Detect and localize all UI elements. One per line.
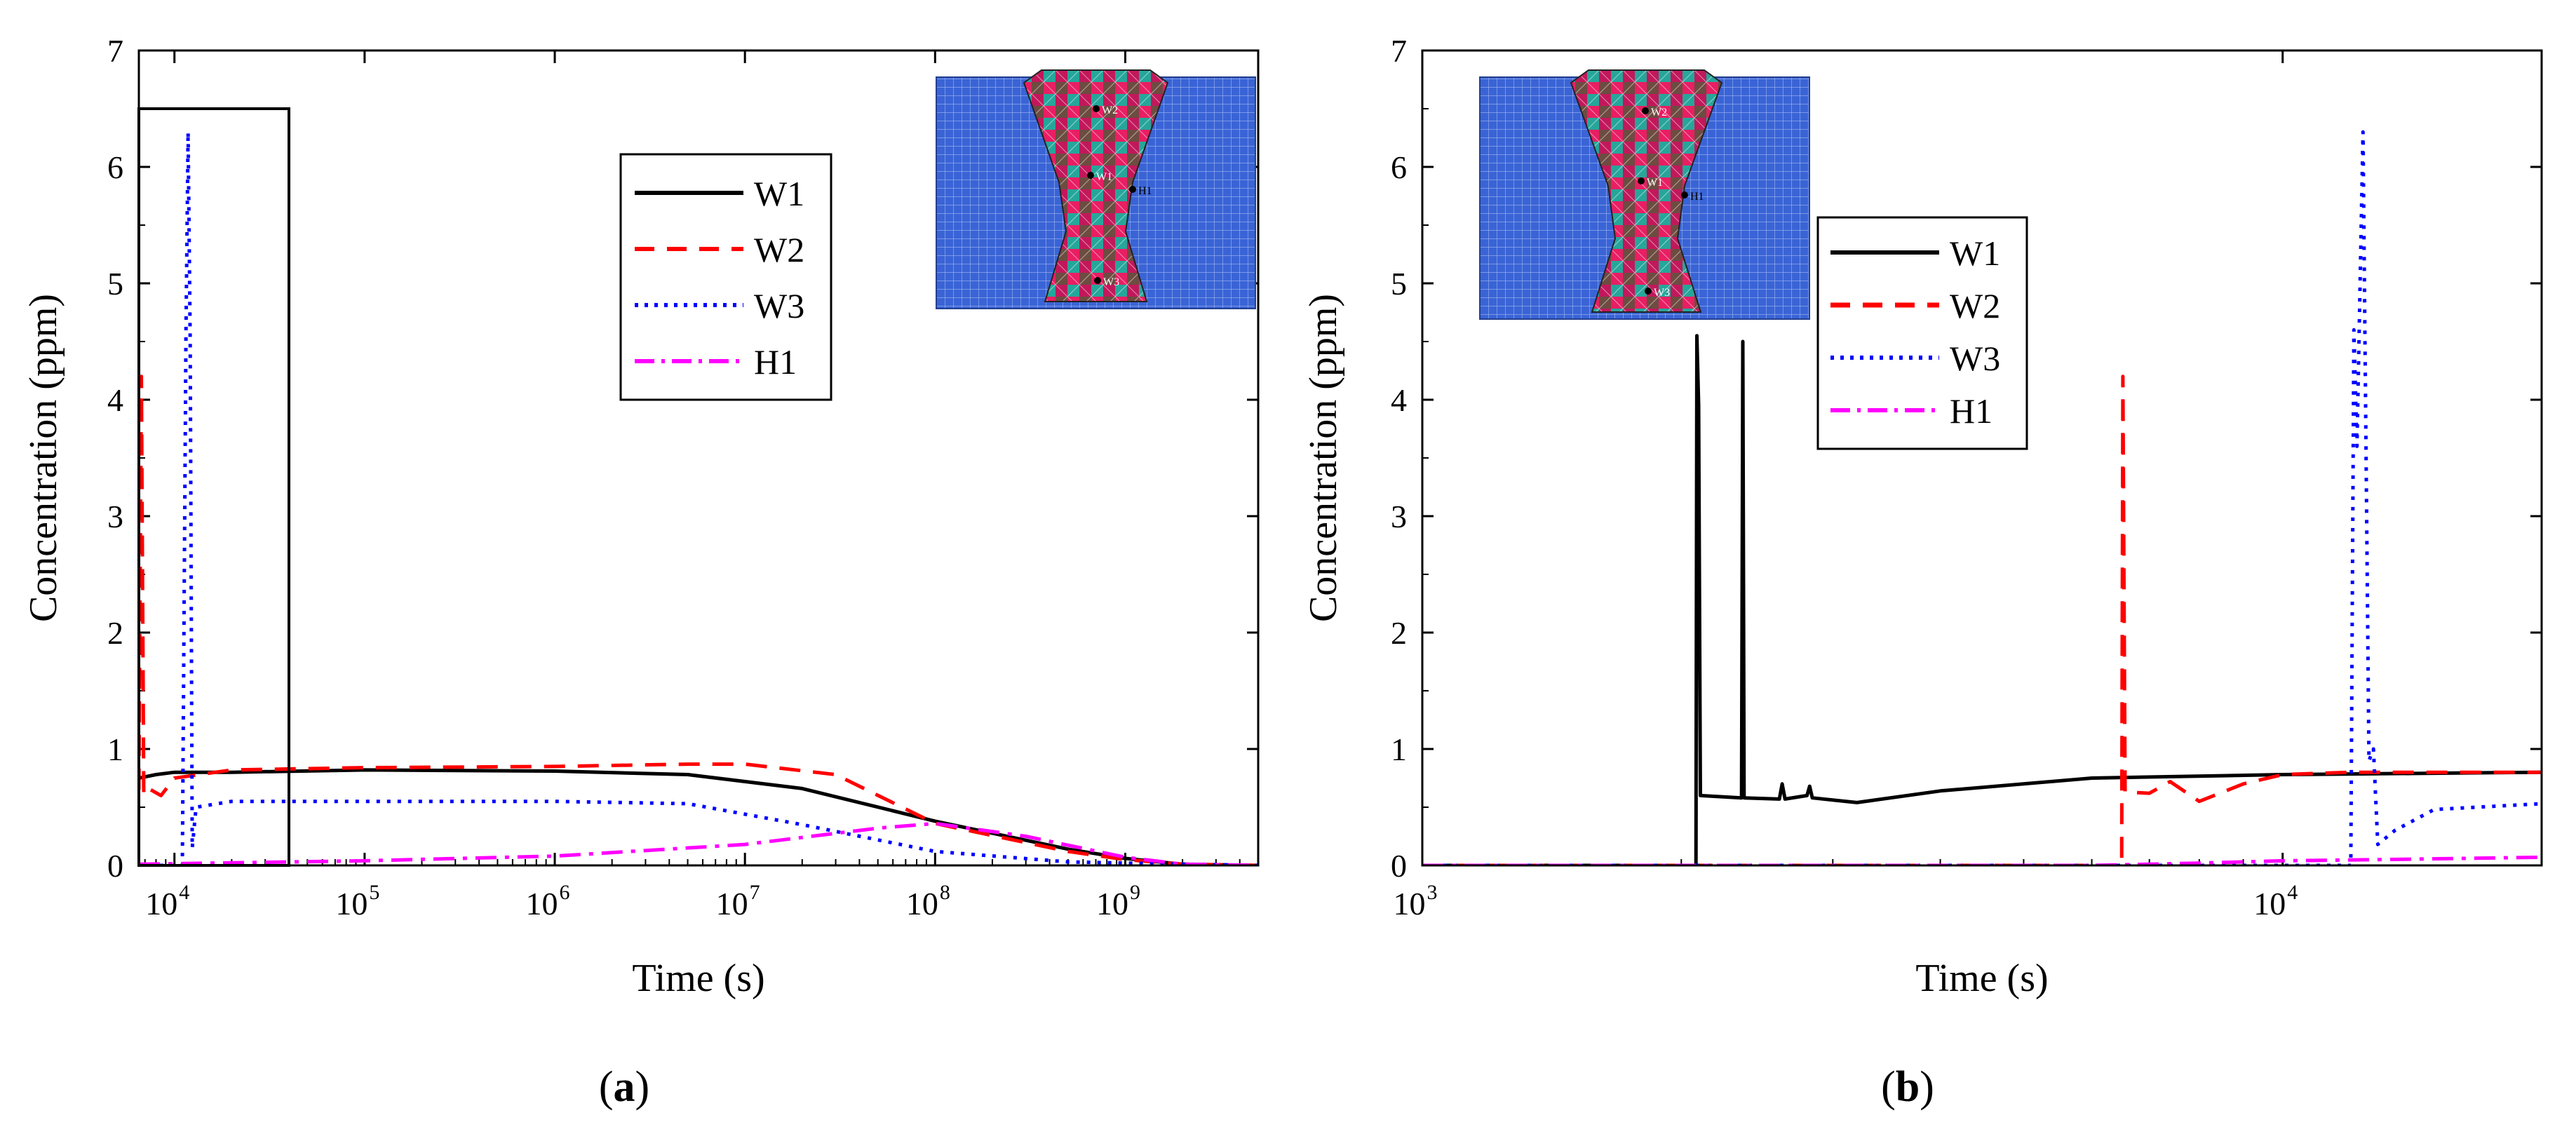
x-tick-label: 109 [1096, 881, 1140, 922]
y-tick-label: 7 [107, 33, 123, 69]
legend-a-label-w1: W1 [754, 174, 804, 213]
y-tick-label: 0 [1391, 848, 1407, 884]
series-layer-b [1422, 130, 2542, 865]
y-tick-label: 7 [1391, 33, 1407, 69]
x-tick-label: 106 [526, 881, 570, 922]
zoom-box-a [137, 107, 290, 867]
y-tick-label: 4 [1391, 382, 1407, 418]
inset-mesh-a: W2 W1 H1 W3 [936, 69, 1256, 309]
legend-b-label-w2: W2 [1950, 286, 2000, 325]
y-tick-label: 3 [107, 499, 123, 534]
panel-b: 0 1 2 3 4 5 6 7 103 104 W2 W1 H1 W3 W1 W2 W3 H1 [1302, 33, 2543, 1111]
svg-text:W2: W2 [1102, 104, 1118, 116]
series-line-w1 [1422, 334, 2542, 865]
legend-b-label-w3: W3 [1950, 339, 2000, 378]
x-tick-label: 108 [906, 881, 950, 922]
y-tick-label: 5 [1391, 266, 1407, 302]
series-layer-a [139, 130, 1258, 865]
legend-b: W1 W2 W3 H1 [1816, 216, 2028, 450]
series-line-w2 [1422, 374, 2542, 865]
y-tick-label: 6 [1391, 149, 1407, 185]
y-tick-label: 2 [1391, 615, 1407, 651]
legend-a: W1 W2 W3 H1 [619, 153, 832, 401]
x-tick-label: 104 [145, 881, 189, 922]
svg-text:W3: W3 [1103, 276, 1119, 288]
y-tick-label: 5 [107, 266, 123, 302]
inset-mesh-b: W2 W1 H1 W3 [1479, 69, 1810, 320]
x-tick-label: 107 [716, 881, 760, 922]
panel-label-b: (b) [1881, 1063, 1934, 1111]
legend-b-label-h1: H1 [1950, 391, 1992, 431]
svg-text:H1: H1 [1690, 191, 1704, 203]
y-tick-label: 1 [107, 731, 123, 767]
x-axis-label-b: Time (s) [1915, 957, 2048, 1000]
panel-a: 0 1 2 3 4 5 6 7 104 105 106 107 108 109 W2 W1 H1 W3 W… [22, 33, 1260, 1111]
legend-b-label-w1: W1 [1950, 234, 2000, 273]
legend-a-label-w3: W3 [754, 286, 804, 325]
plot-frame-a [137, 49, 1260, 867]
series-line-w3 [1422, 130, 2542, 865]
svg-text:W2: W2 [1651, 107, 1667, 119]
x-tick-label: 103 [1394, 881, 1438, 922]
x-tick-label: 104 [2253, 881, 2298, 922]
panel-label-a: (a) [599, 1063, 649, 1111]
y-axis-label-b: Concentration (ppm) [1302, 294, 1345, 622]
y-tick-label: 4 [107, 382, 123, 418]
series-line-h1 [1422, 855, 2542, 865]
series-line-w2 [139, 374, 1258, 865]
x-axis-label-a: Time (s) [632, 957, 764, 1000]
y-axis-label-a: Concentration (ppm) [22, 294, 65, 622]
y-tick-label: 0 [107, 848, 123, 884]
svg-text:W3: W3 [1654, 287, 1670, 299]
y-tick-label: 3 [1391, 499, 1407, 534]
legend-a-label-h1: H1 [754, 342, 797, 382]
x-tick-label: 105 [335, 881, 379, 922]
svg-text:H1: H1 [1138, 185, 1152, 197]
svg-text:W1: W1 [1096, 171, 1112, 183]
svg-text:W1: W1 [1647, 177, 1663, 189]
y-tick-label: 6 [107, 149, 123, 185]
plot-frame-b [1421, 49, 2543, 867]
y-tick-label: 1 [1391, 731, 1407, 767]
legend-a-label-w2: W2 [754, 230, 804, 269]
series-line-w1 [139, 768, 1258, 865]
series-line-h1 [139, 821, 1258, 865]
y-tick-label: 2 [107, 615, 123, 651]
